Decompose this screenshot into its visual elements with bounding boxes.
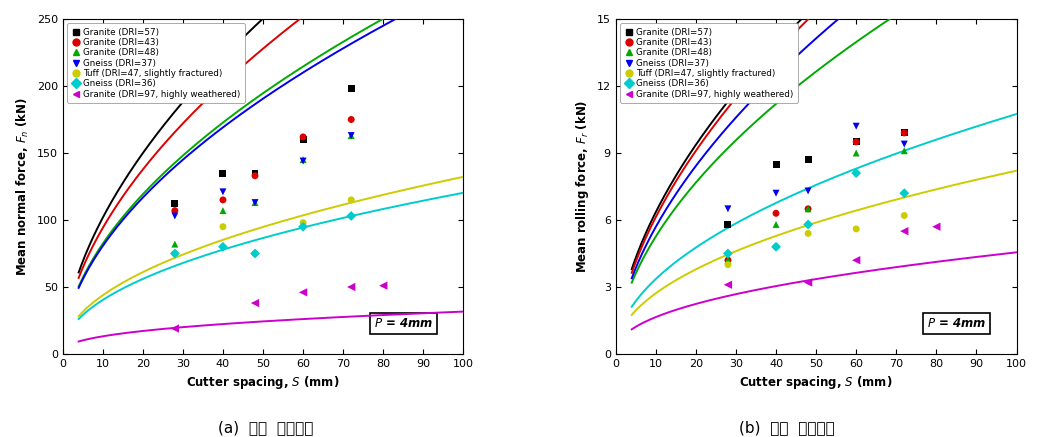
Point <box>720 261 737 268</box>
Point <box>343 212 359 219</box>
Point <box>720 250 737 257</box>
Point <box>247 199 264 206</box>
Point <box>848 123 865 130</box>
Point <box>768 210 785 217</box>
Point <box>768 190 785 197</box>
Point <box>896 129 913 136</box>
Point <box>848 139 865 146</box>
X-axis label: Cutter spacing, $\mathit{S}$ (mm): Cutter spacing, $\mathit{S}$ (mm) <box>187 375 340 392</box>
Point <box>295 133 312 140</box>
Point <box>167 325 183 332</box>
Point <box>247 199 264 206</box>
Point <box>848 225 865 232</box>
Point <box>167 201 183 208</box>
Point <box>800 279 817 286</box>
Point <box>167 250 183 257</box>
Point <box>896 147 913 154</box>
Point <box>720 257 737 264</box>
Point <box>247 250 264 257</box>
Point <box>215 243 231 250</box>
Point <box>167 241 183 248</box>
Point <box>896 141 913 148</box>
Point <box>167 207 183 214</box>
Point <box>167 250 183 257</box>
Text: (b)  커터  회전하중: (b) 커터 회전하중 <box>739 420 835 435</box>
Point <box>295 156 312 163</box>
Point <box>800 221 817 228</box>
Legend: Granite (DRI=57), Granite (DRI=43), Granite (DRI=48), Gneiss (DRI=37), Tuff (DRI: Granite (DRI=57), Granite (DRI=43), Gran… <box>67 23 245 103</box>
Point <box>215 207 231 214</box>
Point <box>896 190 913 197</box>
Text: $\mathit{P}$ = 4mm: $\mathit{P}$ = 4mm <box>926 317 986 330</box>
Point <box>720 205 737 212</box>
Point <box>295 158 312 165</box>
Point <box>343 284 359 291</box>
Point <box>768 221 785 228</box>
Point <box>167 212 183 219</box>
Point <box>295 136 312 143</box>
Point <box>295 219 312 226</box>
Text: $\mathit{P}$ = 4mm: $\mathit{P}$ = 4mm <box>374 317 432 330</box>
Point <box>215 196 231 203</box>
Point <box>343 132 359 139</box>
Point <box>215 170 231 177</box>
Point <box>343 132 359 139</box>
Point <box>343 116 359 123</box>
Point <box>295 289 312 296</box>
Point <box>295 223 312 230</box>
Point <box>800 205 817 212</box>
Point <box>215 223 231 230</box>
Point <box>848 257 865 264</box>
Point <box>768 243 785 250</box>
Point <box>247 300 264 307</box>
Point <box>848 149 865 156</box>
X-axis label: Cutter spacing, $\mathit{S}$ (mm): Cutter spacing, $\mathit{S}$ (mm) <box>740 375 893 392</box>
Point <box>720 257 737 264</box>
Point <box>247 170 264 177</box>
Point <box>800 230 817 237</box>
Legend: Granite (DRI=57), Granite (DRI=43), Granite (DRI=48), Gneiss (DRI=37), Tuff (DRI: Granite (DRI=57), Granite (DRI=43), Gran… <box>620 23 797 103</box>
Point <box>800 156 817 163</box>
Point <box>720 281 737 288</box>
Point <box>800 205 817 212</box>
Y-axis label: Mean normal force, $\mathit{F_n}$ (kN): Mean normal force, $\mathit{F_n}$ (kN) <box>15 97 31 276</box>
Point <box>896 212 913 219</box>
Point <box>247 250 264 257</box>
Point <box>375 282 392 289</box>
Text: (a)  커터  연직하중: (a) 커터 연직하중 <box>218 420 314 435</box>
Point <box>896 129 913 136</box>
Point <box>343 196 359 203</box>
Point <box>720 221 737 228</box>
Point <box>848 170 865 177</box>
Point <box>800 187 817 194</box>
Point <box>928 223 945 230</box>
Point <box>343 85 359 92</box>
Point <box>896 228 913 235</box>
Point <box>768 161 785 168</box>
Point <box>247 172 264 179</box>
Point <box>768 243 785 250</box>
Point <box>848 139 865 146</box>
Y-axis label: Mean rolling force, $\mathit{F_r}$ (kN): Mean rolling force, $\mathit{F_r}$ (kN) <box>574 100 591 273</box>
Point <box>215 188 231 195</box>
